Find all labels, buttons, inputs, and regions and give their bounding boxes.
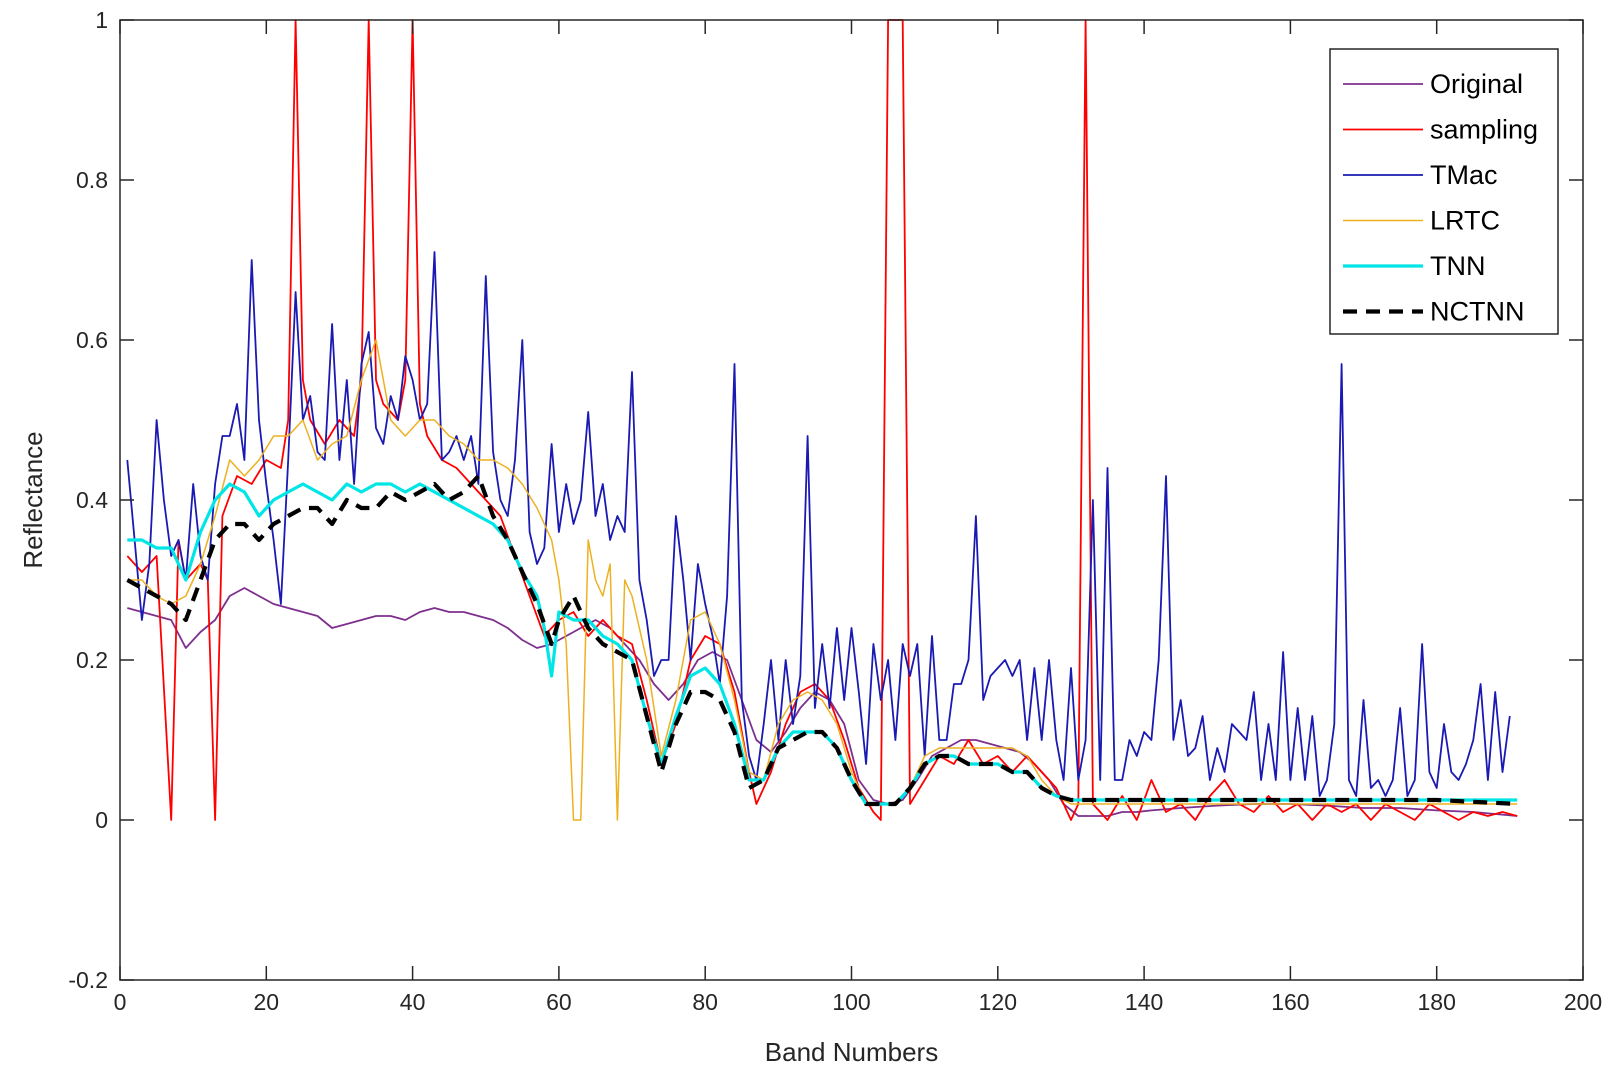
x-tick-label: 160 [1271,989,1309,1015]
y-tick-label: 0.2 [76,647,108,673]
x-tick-label: 100 [832,989,870,1015]
legend: Original sampling TMac LRTC TNN NCTNN [1329,48,1559,335]
x-tick-label: 40 [400,989,426,1015]
legend-label-nctnn: NCTNN [1430,297,1525,327]
x-tick-label: 20 [254,989,280,1015]
y-tick-label: 0 [95,807,108,833]
x-tick-label: 0 [114,989,127,1015]
x-tick-label: 200 [1564,989,1602,1015]
x-tick-label: 140 [1125,989,1163,1015]
x-axis: 0 20 40 60 80 100 120 140 160 180 200 [114,20,1602,1015]
x-tick-label: 180 [1418,989,1456,1015]
series-line-lrtc [127,339,1518,821]
x-tick-label: 120 [979,989,1017,1015]
series-line-nctnn [126,473,1518,807]
y-axis-label: Reflectance [18,431,48,568]
legend-label-tnn: TNN [1430,251,1486,281]
x-axis-label: Band Numbers [765,1037,938,1067]
y-tick-label: -0.2 [68,967,108,993]
series-layer [126,19,1518,821]
y-tick-label: 0.8 [76,167,108,193]
y-axis: -0.2 0 0.2 0.4 0.6 0.8 1 [68,7,1583,993]
y-tick-label: 0.6 [76,327,108,353]
legend-label-lrtc: LRTC [1430,206,1500,236]
x-tick-label: 60 [546,989,572,1015]
y-tick-label: 0.4 [76,487,108,513]
legend-label-sampling: sampling [1430,115,1538,145]
legend-label-original: Original [1430,69,1523,99]
legend-box [1329,48,1559,335]
legend-label-tmac: TMac [1430,160,1498,190]
x-tick-label: 80 [692,989,718,1015]
y-tick-label: 1 [95,7,108,33]
series-line-tmac [126,251,1511,797]
